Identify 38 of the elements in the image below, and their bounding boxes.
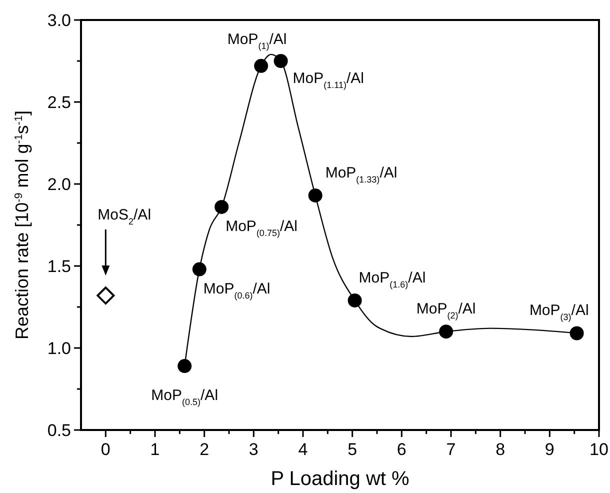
point [274,54,288,68]
point [178,359,192,374]
point [570,326,584,340]
x-tick-label: 3 [248,440,258,459]
point [214,200,229,214]
x-tick-label: 2 [200,440,210,459]
annotation: MoP$_{(0.6)}$/Al [203,280,270,300]
annotation: MoP$_{(1.11)}$/Al [292,70,364,90]
annotation: MoP$_{(1.33)}$/Al [325,164,398,184]
point [254,58,268,73]
y-tick-label: 2.5 [47,93,71,112]
x-tick-label: 4 [298,440,308,459]
x-tick-label: 9 [544,440,554,459]
y-tick-label: 2.0 [47,175,71,194]
point [348,293,362,308]
x-tick-label: 0 [100,440,110,459]
point [192,262,206,276]
x-tick-label: 10 [590,440,608,459]
x-tick-label: 8 [496,440,506,459]
x-axis-title: P Loading wt % [270,468,410,490]
point [439,324,454,339]
annotation: MoP$_{(1)}$/Al [227,30,287,51]
annotation: MoS$_{2}$/Al [98,206,152,226]
y-tick-label: 1.5 [47,257,71,276]
annotation: MoP$_{(2)}$/Al [416,300,476,321]
annotation: MoP$_{(0.5)}$/Al [151,387,218,408]
y-tick-label: 0.5 [47,421,71,440]
y-tick-label: 3.0 [47,11,71,30]
x-tick-label: 7 [446,440,456,459]
point [96,286,115,305]
point [308,188,322,202]
x-tick-label: 5 [348,440,358,459]
x-tick-label: 1 [150,440,160,459]
annotation: MoP$_{(1.6)}$/Al [358,269,426,290]
annotation: MoP$_{(3)}$/Al [529,302,589,322]
annotation: MoP$_{(0.75)}$/Al [226,218,298,238]
x-tick-label: 6 [396,440,406,459]
y-tick-label: 1.0 [47,339,71,358]
